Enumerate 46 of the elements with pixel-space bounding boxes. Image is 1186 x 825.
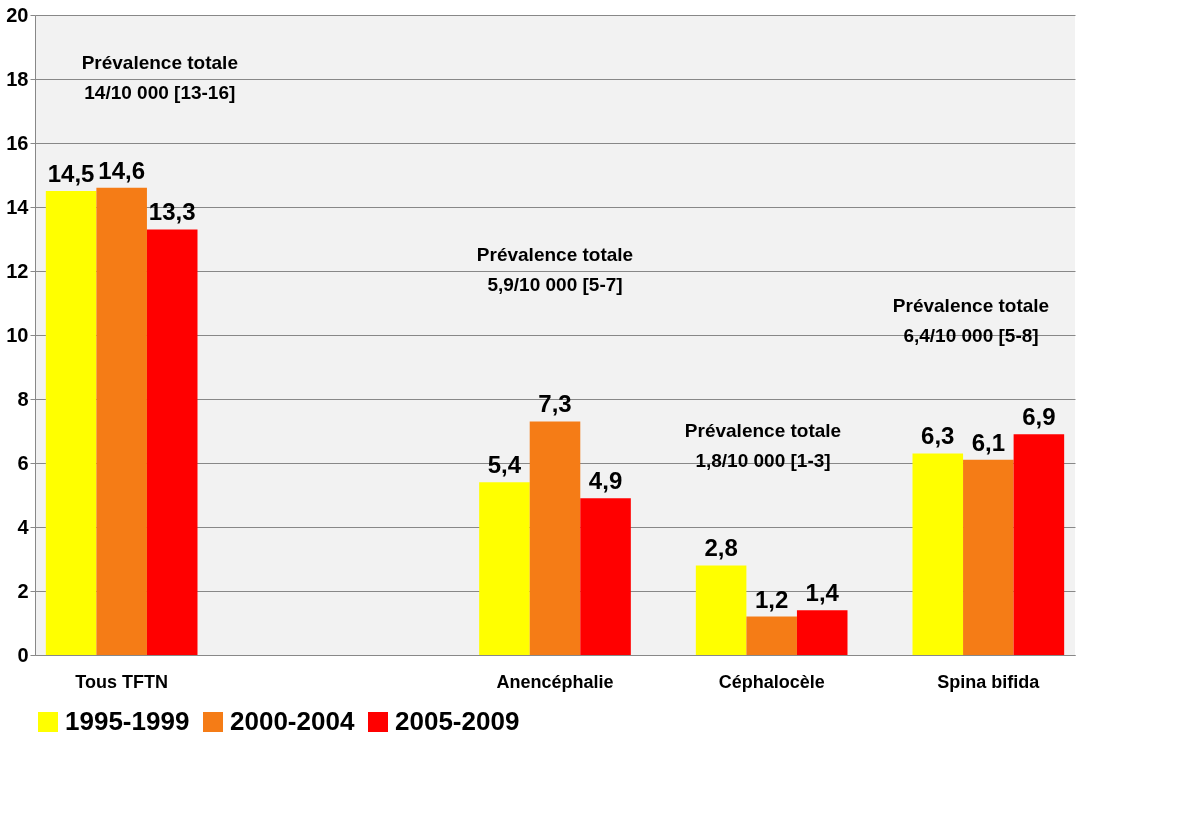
data-label: 1,2 — [754, 585, 789, 613]
annotation: Prévalence totale 5,9/10 000 [5-7] — [476, 244, 634, 295]
y-tick-label: 18 — [6, 67, 29, 90]
data-label: 1,4 — [805, 579, 840, 607]
y-tick-label: 8 — [17, 387, 29, 410]
data-label: 13,3 — [148, 198, 196, 226]
bar — [746, 616, 797, 655]
y-tick-label: 6 — [17, 451, 29, 474]
x-tick-label: Spina bifida — [937, 671, 1041, 692]
bar — [796, 610, 848, 655]
bar — [580, 498, 631, 655]
y-tick-label: 0 — [17, 643, 29, 666]
legend-label: 2005-2009 — [395, 706, 520, 736]
annotation: Prévalence totale 6,4/10 000 [5-8] — [892, 295, 1050, 347]
bar — [479, 482, 530, 655]
data-label: 5,4 — [487, 451, 522, 479]
legend-label: 1995-1999 — [65, 706, 190, 736]
data-label: 4,9 — [588, 467, 623, 495]
x-tick-label: Tous TFTN — [75, 671, 168, 692]
y-tick-label: 2 — [17, 579, 29, 602]
y-tick-label: 20 — [6, 3, 29, 26]
bar — [96, 187, 147, 655]
y-tick-label: 12 — [6, 259, 29, 282]
data-label: 14,6 — [98, 156, 146, 184]
y-tick-label: 10 — [6, 323, 29, 346]
bar — [912, 453, 964, 655]
bar — [1013, 434, 1065, 655]
bar — [45, 191, 97, 655]
bar — [695, 565, 747, 655]
data-label: 7,3 — [538, 390, 572, 418]
annotation: Prévalence totale 14/10 000 [13-16] — [81, 52, 238, 103]
data-label: 14,5 — [47, 160, 95, 187]
data-label: 2,8 — [704, 534, 738, 562]
bar — [529, 421, 581, 655]
data-label: 6,3 — [921, 422, 955, 450]
y-tick-label: 4 — [17, 515, 30, 538]
data-label: 6,1 — [971, 428, 1006, 456]
x-tick-label: Anencéphalie — [496, 671, 614, 692]
bar — [963, 459, 1014, 655]
bar — [146, 229, 198, 655]
y-tick-label: 16 — [6, 131, 29, 154]
x-tick-label: Céphalocèle — [718, 671, 825, 692]
legend-label: 2000-2004 — [230, 706, 355, 736]
y-tick-label: 14 — [6, 195, 30, 218]
data-label: 6,9 — [1022, 403, 1056, 431]
annotation: Prévalence totale 1,8/10 000 [1-3] — [684, 420, 842, 471]
